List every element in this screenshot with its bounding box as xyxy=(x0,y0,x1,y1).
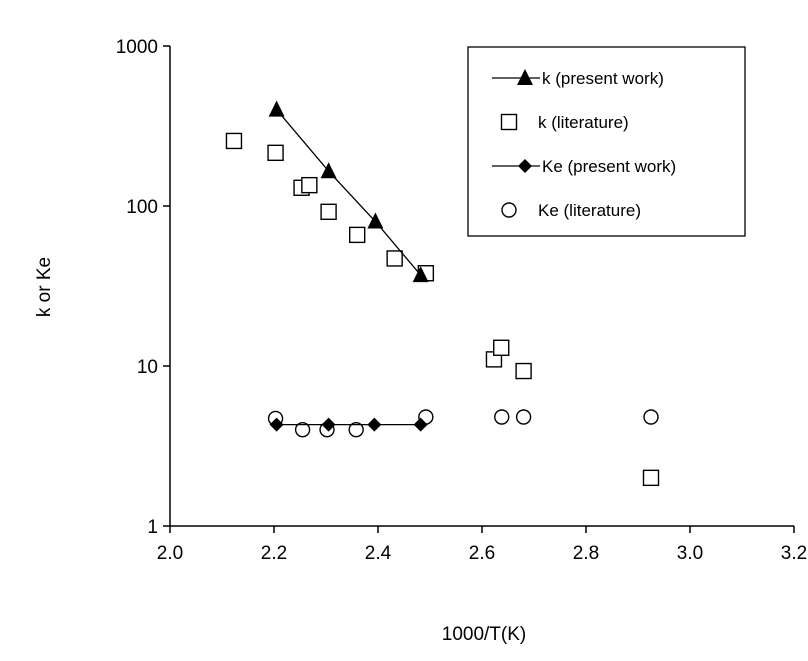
legend-item: k (literature) xyxy=(500,113,629,132)
data-point xyxy=(349,226,366,244)
data-point xyxy=(413,417,428,432)
legend: k (present work) k (literature) Ke (presen… xyxy=(467,46,746,237)
legend-label: Ke (literature) xyxy=(538,201,641,220)
data-point xyxy=(268,100,285,117)
y-axis-title: k or Ke xyxy=(34,257,55,317)
legend-marker xyxy=(517,69,533,85)
legend-label: Ke (present work) xyxy=(542,157,676,176)
data-point xyxy=(643,409,659,425)
data-point xyxy=(386,250,403,267)
series-line xyxy=(276,109,422,276)
legend-label: k (present work) xyxy=(542,69,664,88)
legend-marker xyxy=(500,113,518,131)
x-tick-label: 2.2 xyxy=(261,543,287,564)
x-tick-label: 2.6 xyxy=(469,543,495,564)
x-tick-label: 3.2 xyxy=(781,543,807,564)
x-axis-title: 1000/T(K) xyxy=(442,624,526,645)
data-point xyxy=(494,409,510,425)
data-point xyxy=(515,362,532,380)
legend-marker xyxy=(501,202,517,218)
legend-marker xyxy=(518,159,532,173)
data-point xyxy=(225,132,243,150)
data-point xyxy=(367,417,382,432)
legend-item: Ke (present work) xyxy=(492,157,676,176)
data-point xyxy=(301,176,318,194)
x-tick-label: 3.0 xyxy=(677,543,703,564)
x-tick-label: 2.8 xyxy=(573,543,599,564)
legend-item: Ke (literature) xyxy=(501,201,641,220)
axis-ticks: 2.0 2.2 2.4 2.6 2.8 3.0 3.2 1 10 100 1000 xyxy=(116,37,807,564)
data-point xyxy=(320,203,337,220)
y-tick-label: 100 xyxy=(126,197,158,218)
y-tick-label: 1000 xyxy=(116,37,158,58)
data-point xyxy=(320,162,337,179)
data-point xyxy=(269,417,284,432)
data-point xyxy=(294,421,311,438)
data-point xyxy=(515,409,532,425)
x-tick-label: 2.0 xyxy=(157,543,183,564)
series-2 xyxy=(225,132,660,487)
data-point xyxy=(348,421,364,438)
data-point xyxy=(642,469,660,487)
legend-item: k (present work) xyxy=(492,69,664,88)
y-tick-label: 10 xyxy=(137,357,158,378)
legend-label: k (literature) xyxy=(538,113,629,132)
data-point xyxy=(412,266,429,283)
series-1 xyxy=(268,100,429,283)
series-layer xyxy=(225,100,660,487)
series-3 xyxy=(269,417,428,432)
data-point xyxy=(367,212,384,229)
data-point xyxy=(493,339,510,356)
data-point xyxy=(267,144,284,162)
y-tick-label: 1 xyxy=(147,517,158,538)
x-tick-label: 2.4 xyxy=(365,543,392,564)
data-point xyxy=(321,417,336,432)
